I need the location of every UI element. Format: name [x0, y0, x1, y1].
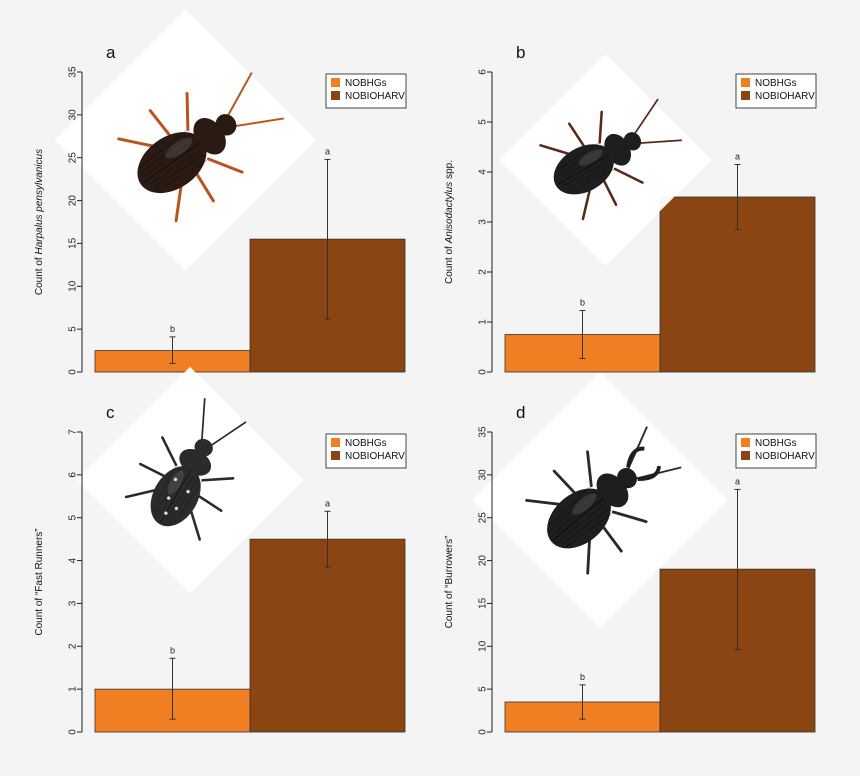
beetle-burrower-illustration — [525, 426, 682, 575]
y-tick-label: 5 — [478, 686, 489, 692]
y-axis-label: Count of Anisodactylus spp. — [444, 160, 455, 284]
y-axis: 0 1 2 3 4 5 6 7 — [68, 429, 83, 735]
legend-label: NOBIOHARV — [755, 91, 815, 102]
y-tick-label: 1 — [478, 319, 489, 325]
y-tick-label: 2 — [478, 269, 489, 275]
y-tick-label: 5 — [68, 326, 79, 332]
y-tick-label: 1 — [68, 686, 79, 692]
legend-label: NOBHGs — [755, 78, 797, 89]
legend-label: NOBIOHARV — [755, 451, 815, 462]
y-tick-label: 6 — [478, 69, 489, 75]
legend-label: NOBHGs — [345, 78, 387, 89]
panel-letter: d — [516, 403, 525, 422]
y-tick-label: 4 — [68, 557, 79, 563]
panel-letter: c — [106, 403, 115, 422]
legend-swatch — [741, 451, 750, 460]
specimen-photo — [472, 372, 728, 628]
significance-label: b — [580, 298, 585, 308]
legend-swatch — [331, 451, 340, 460]
y-tick-label: 6 — [68, 472, 79, 478]
y-axis: 0 5 10 15 20 25 30 35 — [68, 66, 83, 375]
y-tick-label: 3 — [478, 219, 489, 225]
y-tick-label: 20 — [68, 195, 79, 207]
y-tick-label: 25 — [68, 152, 79, 164]
y-tick-label: 5 — [478, 119, 489, 125]
y-tick-label: 25 — [478, 512, 489, 524]
error-bars: ba — [169, 146, 331, 364]
legend-label: NOBHGs — [755, 438, 797, 449]
y-tick-label: 35 — [68, 66, 79, 78]
panel-letter: a — [106, 43, 116, 62]
significance-label: b — [170, 645, 175, 655]
legend: NOBHGs NOBIOHARV — [735, 73, 817, 109]
error-bars: ba — [169, 498, 331, 720]
y-tick-label: 20 — [478, 555, 489, 567]
y-axis-label: Count of “Fast Runners” — [34, 528, 45, 635]
error-bars: ba — [579, 476, 741, 720]
legend-swatch — [331, 438, 340, 447]
specimen-photo — [54, 9, 316, 271]
legend-swatch — [331, 91, 340, 100]
error-bars: ba — [579, 152, 741, 359]
legend: NOBHGs NOBIOHARV — [325, 73, 407, 109]
y-tick-label: 0 — [68, 729, 79, 735]
specimen-photo — [76, 366, 304, 594]
y-tick-label: 3 — [68, 600, 79, 606]
panel-letter: b — [516, 43, 525, 62]
y-tick-label: 10 — [68, 280, 79, 292]
bars — [94, 238, 406, 373]
y-tick-label: 15 — [68, 237, 79, 249]
legend-swatch — [741, 438, 750, 447]
legend-label: NOBHGs — [345, 438, 387, 449]
significance-label: a — [735, 152, 740, 162]
legend: NOBHGs NOBIOHARV — [325, 433, 407, 469]
significance-label: b — [580, 672, 585, 682]
y-axis-label: Count of Harpalus pensylvanicus — [34, 149, 45, 295]
bars — [504, 568, 816, 733]
legend-swatch — [741, 78, 750, 87]
y-tick-label: 35 — [478, 426, 489, 438]
y-tick-label: 4 — [478, 169, 489, 175]
beetle-anisodactylus-illustration — [539, 98, 682, 221]
y-tick-label: 15 — [478, 597, 489, 609]
legend-swatch — [741, 91, 750, 100]
beetle-harpalus-illustration — [117, 72, 285, 223]
significance-label: a — [325, 146, 330, 156]
y-tick-label: 0 — [68, 369, 79, 375]
y-tick-label: 0 — [478, 369, 489, 375]
bars — [504, 196, 816, 373]
significance-label: a — [735, 476, 740, 486]
bar-nobioharv — [249, 538, 406, 733]
beetle-tiger-illustration — [124, 398, 247, 541]
y-tick-label: 2 — [68, 643, 79, 649]
y-axis: 0 1 2 3 4 5 6 — [478, 69, 493, 375]
legend-swatch — [331, 78, 340, 87]
significance-label: b — [170, 324, 175, 334]
significance-label: a — [325, 498, 330, 508]
bars — [94, 538, 406, 733]
legend-label: NOBIOHARV — [345, 91, 405, 102]
y-axis: 0 5 10 15 20 25 30 35 — [478, 426, 493, 735]
legend: NOBHGs NOBIOHARV — [735, 433, 817, 469]
y-tick-label: 30 — [478, 469, 489, 481]
legend-label: NOBIOHARV — [345, 451, 405, 462]
y-tick-label: 30 — [68, 109, 79, 121]
y-tick-label: 5 — [68, 514, 79, 520]
y-tick-label: 10 — [478, 640, 489, 652]
y-tick-label: 0 — [478, 729, 489, 735]
y-axis-label: Count of “Burrowers” — [444, 536, 455, 629]
y-tick-label: 7 — [68, 429, 79, 435]
